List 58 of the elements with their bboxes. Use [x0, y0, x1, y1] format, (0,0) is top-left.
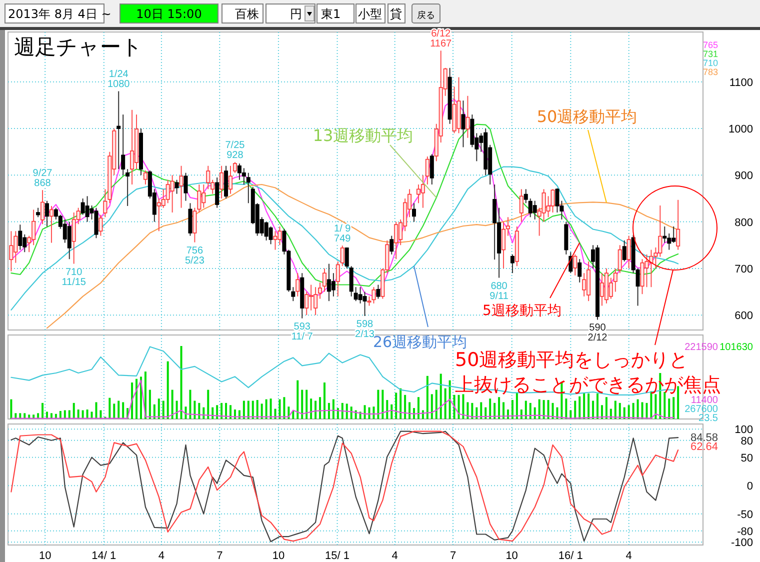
annotation: 731 [702, 49, 718, 59]
annotation: 6/12 1167 [430, 28, 452, 50]
y-tick-label: 50 [740, 452, 753, 464]
y-tick-label: -80 [737, 526, 753, 538]
annotation: 50週移動平均 [536, 107, 638, 126]
annotation: 783 [702, 67, 718, 77]
annotation: 11400 [690, 395, 718, 406]
x-tick-label: 15/ 1 [325, 550, 350, 562]
annotation: 710 11/15 [62, 266, 86, 288]
x-tick-label: 7 [216, 550, 223, 562]
y-tick-label: -50 [737, 508, 753, 521]
x-tick-label: 10 [38, 550, 52, 562]
chart-title: 週足チャート [14, 35, 143, 59]
y-tick-label: 600 [734, 310, 753, 322]
annotation: 13週移動平均 [312, 126, 414, 145]
annotation: 590 2/12 [588, 322, 608, 344]
annotation: 593 11/ 7 [291, 321, 314, 342]
text: 東1 [321, 7, 341, 21]
annotation: 23.5 [698, 413, 718, 424]
y-tick-label: 80 [740, 435, 753, 448]
y-tick-label: 100 [734, 424, 753, 436]
text: 101630 [720, 342, 754, 353]
annotation: 5週移動平均 [482, 303, 562, 319]
y-tick-label: 1000 [728, 124, 753, 136]
annotation: 1/24 1080 [107, 69, 130, 90]
x-tick-label: 4 [158, 550, 165, 562]
text: 10日 15:00 [136, 7, 202, 21]
annotation: 710 [702, 58, 718, 68]
annotation: 7/25 928 [225, 140, 246, 162]
x-tick-label: 16/ 1 [558, 550, 583, 562]
annotation: 765 [702, 40, 718, 50]
x-tick-label: 4 [626, 550, 632, 562]
annotation: 756 5/23 [184, 245, 205, 266]
annotation: 598 2/13 [355, 319, 375, 340]
text: 戻る [417, 10, 435, 21]
text: 円 [290, 7, 302, 21]
x-tick-label: 10 [272, 550, 285, 562]
x-tick-label: 14/ 1 [92, 550, 116, 562]
annotation: 267600 [684, 404, 718, 415]
y-tick-label: -100 [730, 537, 753, 550]
text: 百株 [235, 7, 259, 21]
annotation: 221590 [684, 342, 718, 353]
y-tick-label: 900 [734, 170, 753, 182]
text: 2013年 8月 4日 ~ [8, 7, 112, 21]
x-tick-label: 7 [450, 550, 456, 562]
annotation: 62.64 [690, 441, 718, 453]
annotation: 9/27 868 [32, 168, 53, 190]
text: 貸 [390, 7, 402, 21]
y-tick-label: 800 [734, 216, 753, 229]
text: 小型 [358, 7, 382, 21]
x-tick-label: 10 [506, 550, 518, 562]
annotation: 26週移動平均 [372, 333, 468, 351]
annotation: 1/ 9 749 [334, 224, 352, 245]
y-tick-label: 1100 [729, 76, 753, 89]
y-tick-label: 700 [734, 263, 753, 276]
y-tick-label: 0 [746, 480, 753, 493]
annotation: 680 9/11 [490, 280, 509, 302]
x-tick-label: 4 [392, 550, 398, 562]
